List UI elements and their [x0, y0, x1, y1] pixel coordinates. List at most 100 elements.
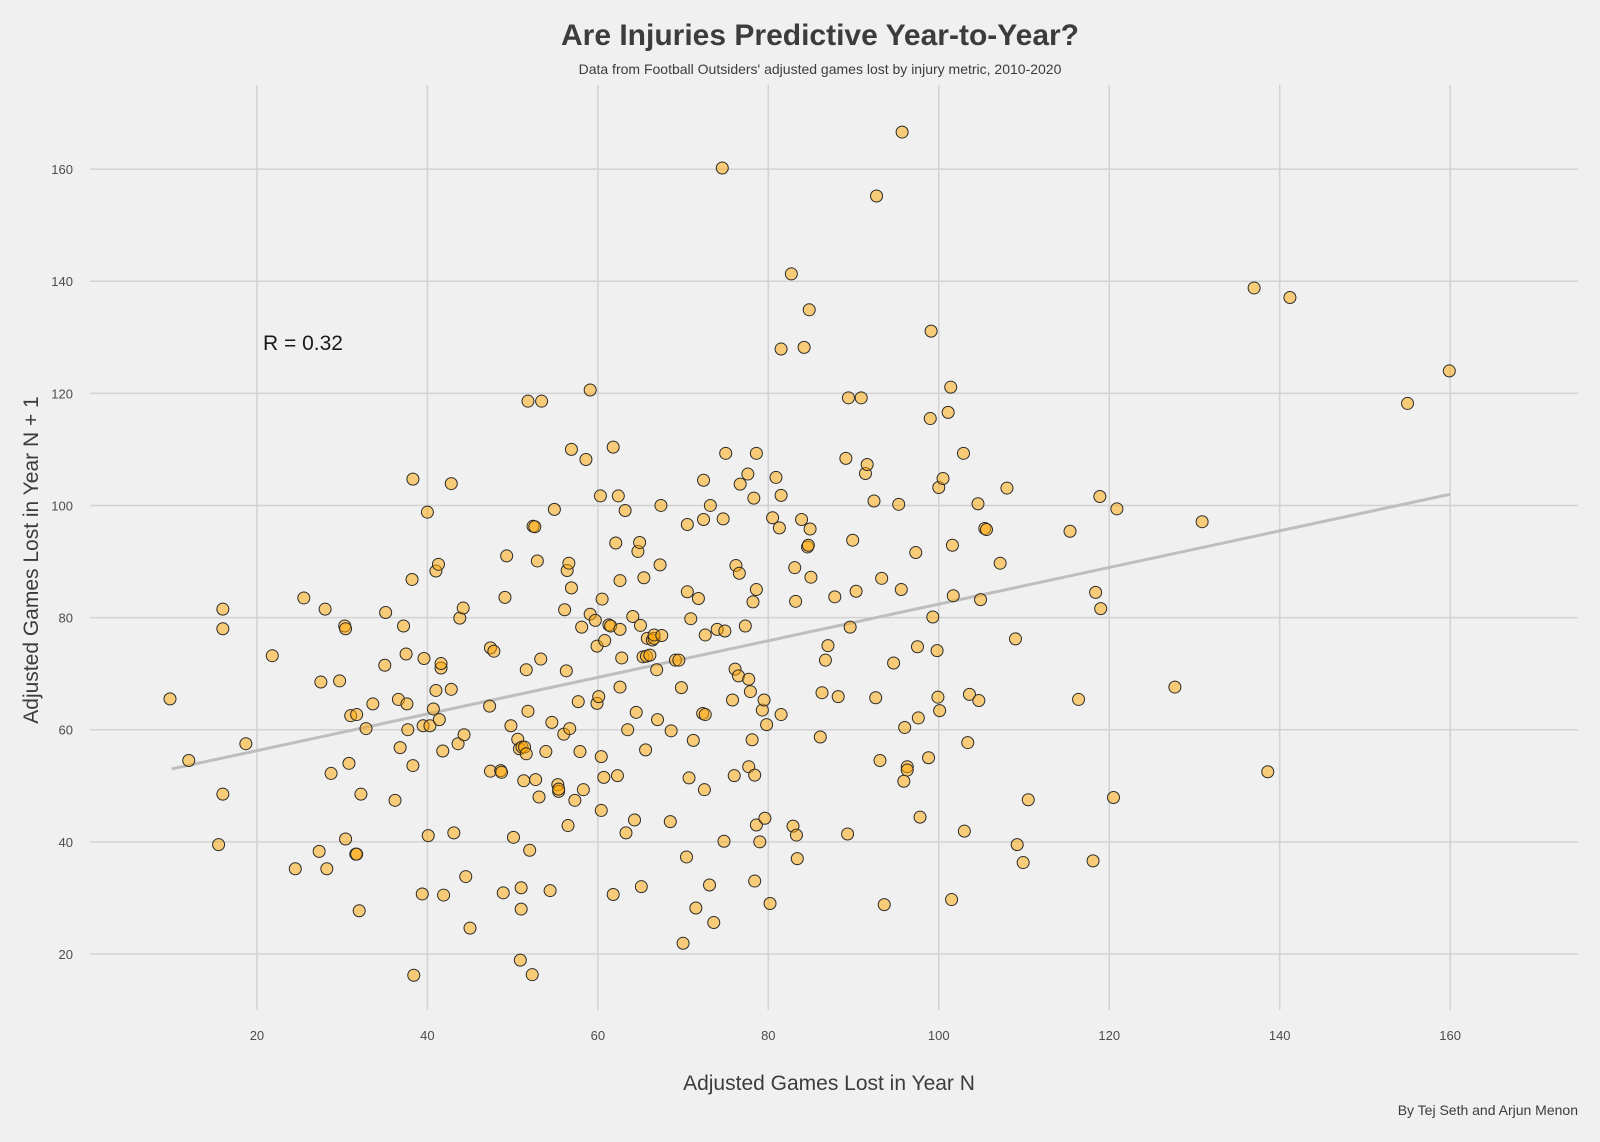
data-point: [611, 489, 625, 503]
data-point: [760, 718, 774, 732]
data-point: [388, 793, 402, 807]
data-point: [803, 522, 817, 536]
data-point: [818, 653, 832, 667]
data-point: [1016, 856, 1030, 870]
data-point: [672, 653, 686, 667]
data-point: [922, 751, 936, 765]
data-point: [1195, 515, 1209, 529]
data-point: [320, 862, 334, 876]
data-point: [487, 644, 501, 658]
data-point: [350, 847, 364, 861]
data-point: [379, 606, 393, 620]
data-point: [496, 886, 510, 900]
data-point: [655, 629, 669, 643]
data-point: [909, 546, 923, 560]
data-point: [869, 691, 883, 705]
data-point: [579, 452, 593, 466]
data-point: [789, 594, 803, 608]
data-point: [239, 737, 253, 751]
data-point: [216, 602, 230, 616]
data-point: [539, 745, 553, 759]
data-point: [407, 968, 421, 982]
data-point: [897, 774, 911, 788]
data-point: [1247, 281, 1261, 295]
data-point: [1093, 489, 1107, 503]
data-point: [576, 783, 590, 797]
data-point: [957, 824, 971, 838]
data-point: [854, 391, 868, 405]
data-point: [514, 902, 528, 916]
data-point: [941, 405, 955, 419]
data-point: [839, 451, 853, 465]
data-point: [788, 561, 802, 575]
data-point: [653, 558, 667, 572]
data-point: [393, 741, 407, 755]
data-point: [1089, 585, 1103, 599]
data-point: [366, 697, 380, 711]
data-point: [352, 904, 366, 918]
data-point: [568, 793, 582, 807]
correlation-annotation: R = 0.32: [263, 332, 343, 355]
data-point: [679, 850, 693, 864]
data-point: [900, 763, 914, 777]
data-point: [663, 815, 677, 829]
data-point: [875, 571, 889, 585]
data-point: [613, 574, 627, 588]
data-point: [933, 704, 947, 718]
data-point: [931, 690, 945, 704]
data-point: [748, 768, 762, 782]
data-point: [828, 590, 842, 604]
grid-lines: [90, 85, 1578, 1010]
data-point: [506, 830, 520, 844]
data-point: [946, 589, 960, 603]
data-point: [216, 622, 230, 636]
data-point: [593, 489, 607, 503]
data-point: [417, 652, 431, 665]
data-point: [163, 692, 177, 706]
data-point: [790, 852, 804, 866]
data-point: [763, 896, 777, 910]
data-point: [697, 783, 711, 797]
data-point: [757, 693, 771, 707]
y-tick-label: 80: [59, 611, 73, 626]
data-point: [911, 711, 925, 725]
data-point: [789, 828, 803, 842]
data-point: [594, 750, 608, 764]
data-point: [618, 504, 632, 517]
data-point: [718, 624, 732, 638]
x-tick-label: 140: [1269, 1028, 1291, 1043]
data-point: [529, 773, 543, 787]
data-point: [686, 733, 700, 747]
data-point: [610, 769, 624, 783]
data-point: [804, 570, 818, 584]
data-point: [513, 953, 527, 967]
data-point: [597, 770, 611, 784]
data-point: [451, 737, 465, 751]
data-point: [535, 394, 549, 408]
data-point: [1261, 765, 1275, 779]
data-point: [664, 724, 678, 738]
data-point: [552, 782, 566, 796]
data-point: [841, 391, 855, 405]
data-point: [748, 874, 762, 888]
data-point: [426, 702, 440, 716]
data-point: [689, 901, 703, 915]
data-point: [359, 722, 373, 736]
data-point: [530, 554, 544, 568]
data-point: [519, 747, 533, 761]
data-point: [547, 502, 561, 516]
data-point: [680, 518, 694, 532]
data-point: [626, 609, 640, 623]
data-point: [745, 733, 759, 747]
data-point: [738, 619, 752, 633]
data-point: [774, 342, 788, 356]
data-point: [873, 754, 887, 768]
data-point: [913, 810, 927, 824]
data-point: [945, 893, 959, 907]
data-point: [399, 647, 413, 661]
data-point: [682, 771, 696, 785]
y-tick-label: 60: [59, 723, 73, 738]
data-point: [525, 968, 539, 982]
data-point: [400, 697, 414, 711]
data-point: [421, 829, 435, 843]
